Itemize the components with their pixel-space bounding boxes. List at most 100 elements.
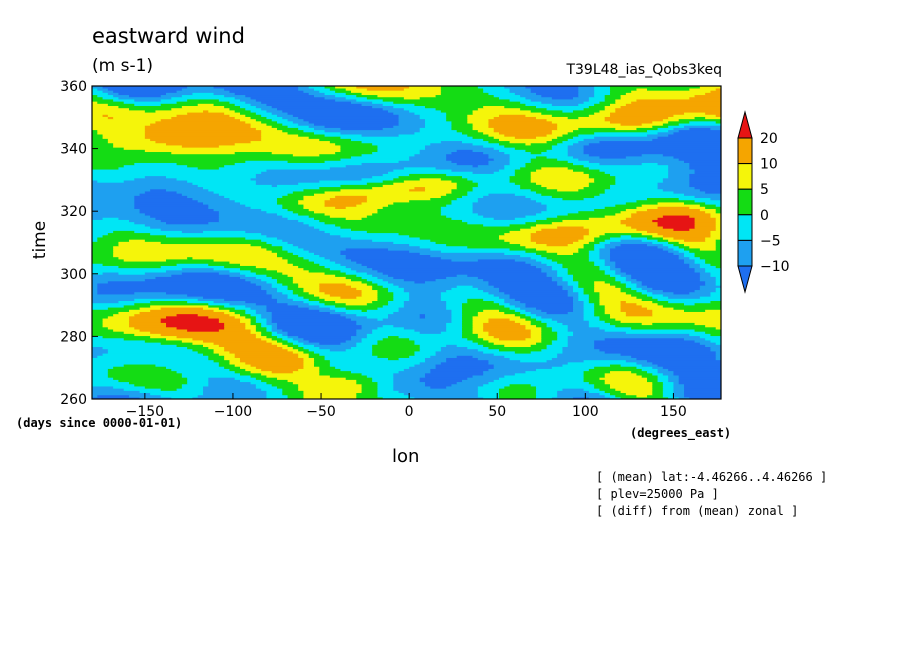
heatmap-cell [562, 219, 622, 223]
heatmap-cell [150, 138, 262, 142]
heatmap-cell [530, 234, 585, 238]
heatmap-cell [92, 269, 167, 273]
heatmap-cell [668, 175, 690, 179]
heatmap-cell [92, 107, 130, 111]
heatmap-cell [451, 151, 484, 155]
heatmap-cell [351, 228, 521, 231]
heatmap-cell [694, 289, 717, 293]
heatmap-cell [208, 302, 231, 306]
heatmap-cell [604, 271, 616, 275]
heatmap-cell [567, 147, 585, 150]
heatmap-cell [298, 355, 310, 358]
heatmap-cell [250, 116, 268, 120]
heatmap-cell [520, 254, 542, 258]
heatmap-cell [647, 197, 680, 201]
heatmap-cell [229, 359, 241, 363]
heatmap-cell [351, 337, 363, 341]
heatmap-cell [530, 331, 542, 334]
heatmap-cell [583, 144, 721, 148]
heatmap-cell [92, 111, 188, 115]
heatmap-cell [361, 291, 379, 295]
heatmap-cell [440, 195, 463, 199]
heatmap-cell [694, 328, 721, 332]
heatmap-cell [610, 250, 669, 253]
heatmap-cell [113, 142, 167, 146]
heatmap-cell [303, 221, 326, 225]
heatmap-cell [551, 276, 564, 280]
heatmap-cell [536, 182, 590, 185]
heatmap-cell [541, 166, 569, 170]
heatmap-cell [107, 306, 141, 310]
heatmap-cell [409, 337, 468, 341]
heatmap-cell [266, 168, 394, 172]
heatmap-cell [467, 118, 490, 122]
heatmap-cell [546, 359, 585, 363]
heatmap-cell [123, 388, 162, 391]
heatmap-cell [298, 182, 368, 185]
heatmap-cell [551, 326, 569, 330]
heatmap-cell [414, 350, 437, 354]
heatmap-cell [176, 370, 236, 374]
heatmap-cell [504, 151, 532, 155]
heatmap-cell [292, 346, 305, 350]
heatmap-cell [610, 254, 680, 258]
heatmap-cell [409, 155, 447, 159]
heatmap-cell [377, 276, 394, 280]
y-axis-units: (days since 0000-01-01) [16, 416, 183, 430]
heatmap-cell [689, 182, 721, 185]
heatmap-cell [292, 120, 310, 124]
heatmap-cell [557, 225, 585, 229]
heatmap-cell [662, 388, 675, 391]
heatmap-cell [477, 388, 500, 391]
heatmap-cell [92, 129, 98, 133]
chart-units: (m s-1) [92, 56, 154, 76]
heatmap-cell [377, 208, 442, 212]
heatmap-cell [92, 385, 114, 389]
heatmap-cell [261, 120, 278, 124]
heatmap-cell [668, 374, 680, 378]
heatmap-cell [377, 291, 394, 295]
heatmap-cell [324, 221, 468, 225]
heatmap-cell [573, 276, 616, 280]
heatmap-cell [335, 300, 373, 304]
heatmap-cell [462, 131, 484, 135]
heatmap-cell [329, 258, 352, 262]
heatmap-cell [319, 372, 363, 376]
heatmap-cell [483, 278, 553, 282]
heatmap-cell [92, 149, 146, 153]
heatmap-cell [271, 315, 347, 319]
heatmap-cell [218, 217, 289, 220]
heatmap-cell [668, 245, 680, 249]
heatmap-cell [610, 241, 653, 245]
heatmap-cell [662, 366, 721, 369]
heatmap-cell [662, 225, 696, 229]
heatmap-cell [710, 197, 721, 201]
heatmap-cell [715, 357, 721, 361]
heatmap-cell [113, 328, 141, 332]
heatmap-cell [250, 243, 273, 247]
heatmap-cell [483, 131, 500, 135]
heatmap-cell [636, 302, 659, 306]
heatmap-cell [419, 379, 463, 383]
heatmap-cell [134, 103, 162, 107]
heatmap-cell [234, 355, 299, 358]
heatmap-cell [234, 151, 273, 155]
heatmap-cell [620, 243, 648, 247]
heatmap-cell [467, 116, 495, 120]
heatmap-cell [240, 366, 257, 369]
heatmap-cell [620, 219, 653, 223]
heatmap-cell [588, 320, 606, 323]
heatmap-cell [689, 396, 721, 399]
heatmap-cell [551, 131, 569, 135]
heatmap-cell [430, 247, 511, 251]
heatmap-cell [578, 250, 590, 253]
heatmap-cell [192, 92, 215, 96]
heatmap-cell [92, 274, 172, 277]
heatmap-cell [308, 348, 331, 352]
heatmap-cell [615, 271, 627, 275]
heatmap-cell [245, 114, 262, 117]
heatmap-cell [324, 212, 373, 216]
heatmap-cell [699, 86, 721, 89]
heatmap-cell [361, 177, 394, 181]
heatmap-cell [573, 302, 585, 306]
